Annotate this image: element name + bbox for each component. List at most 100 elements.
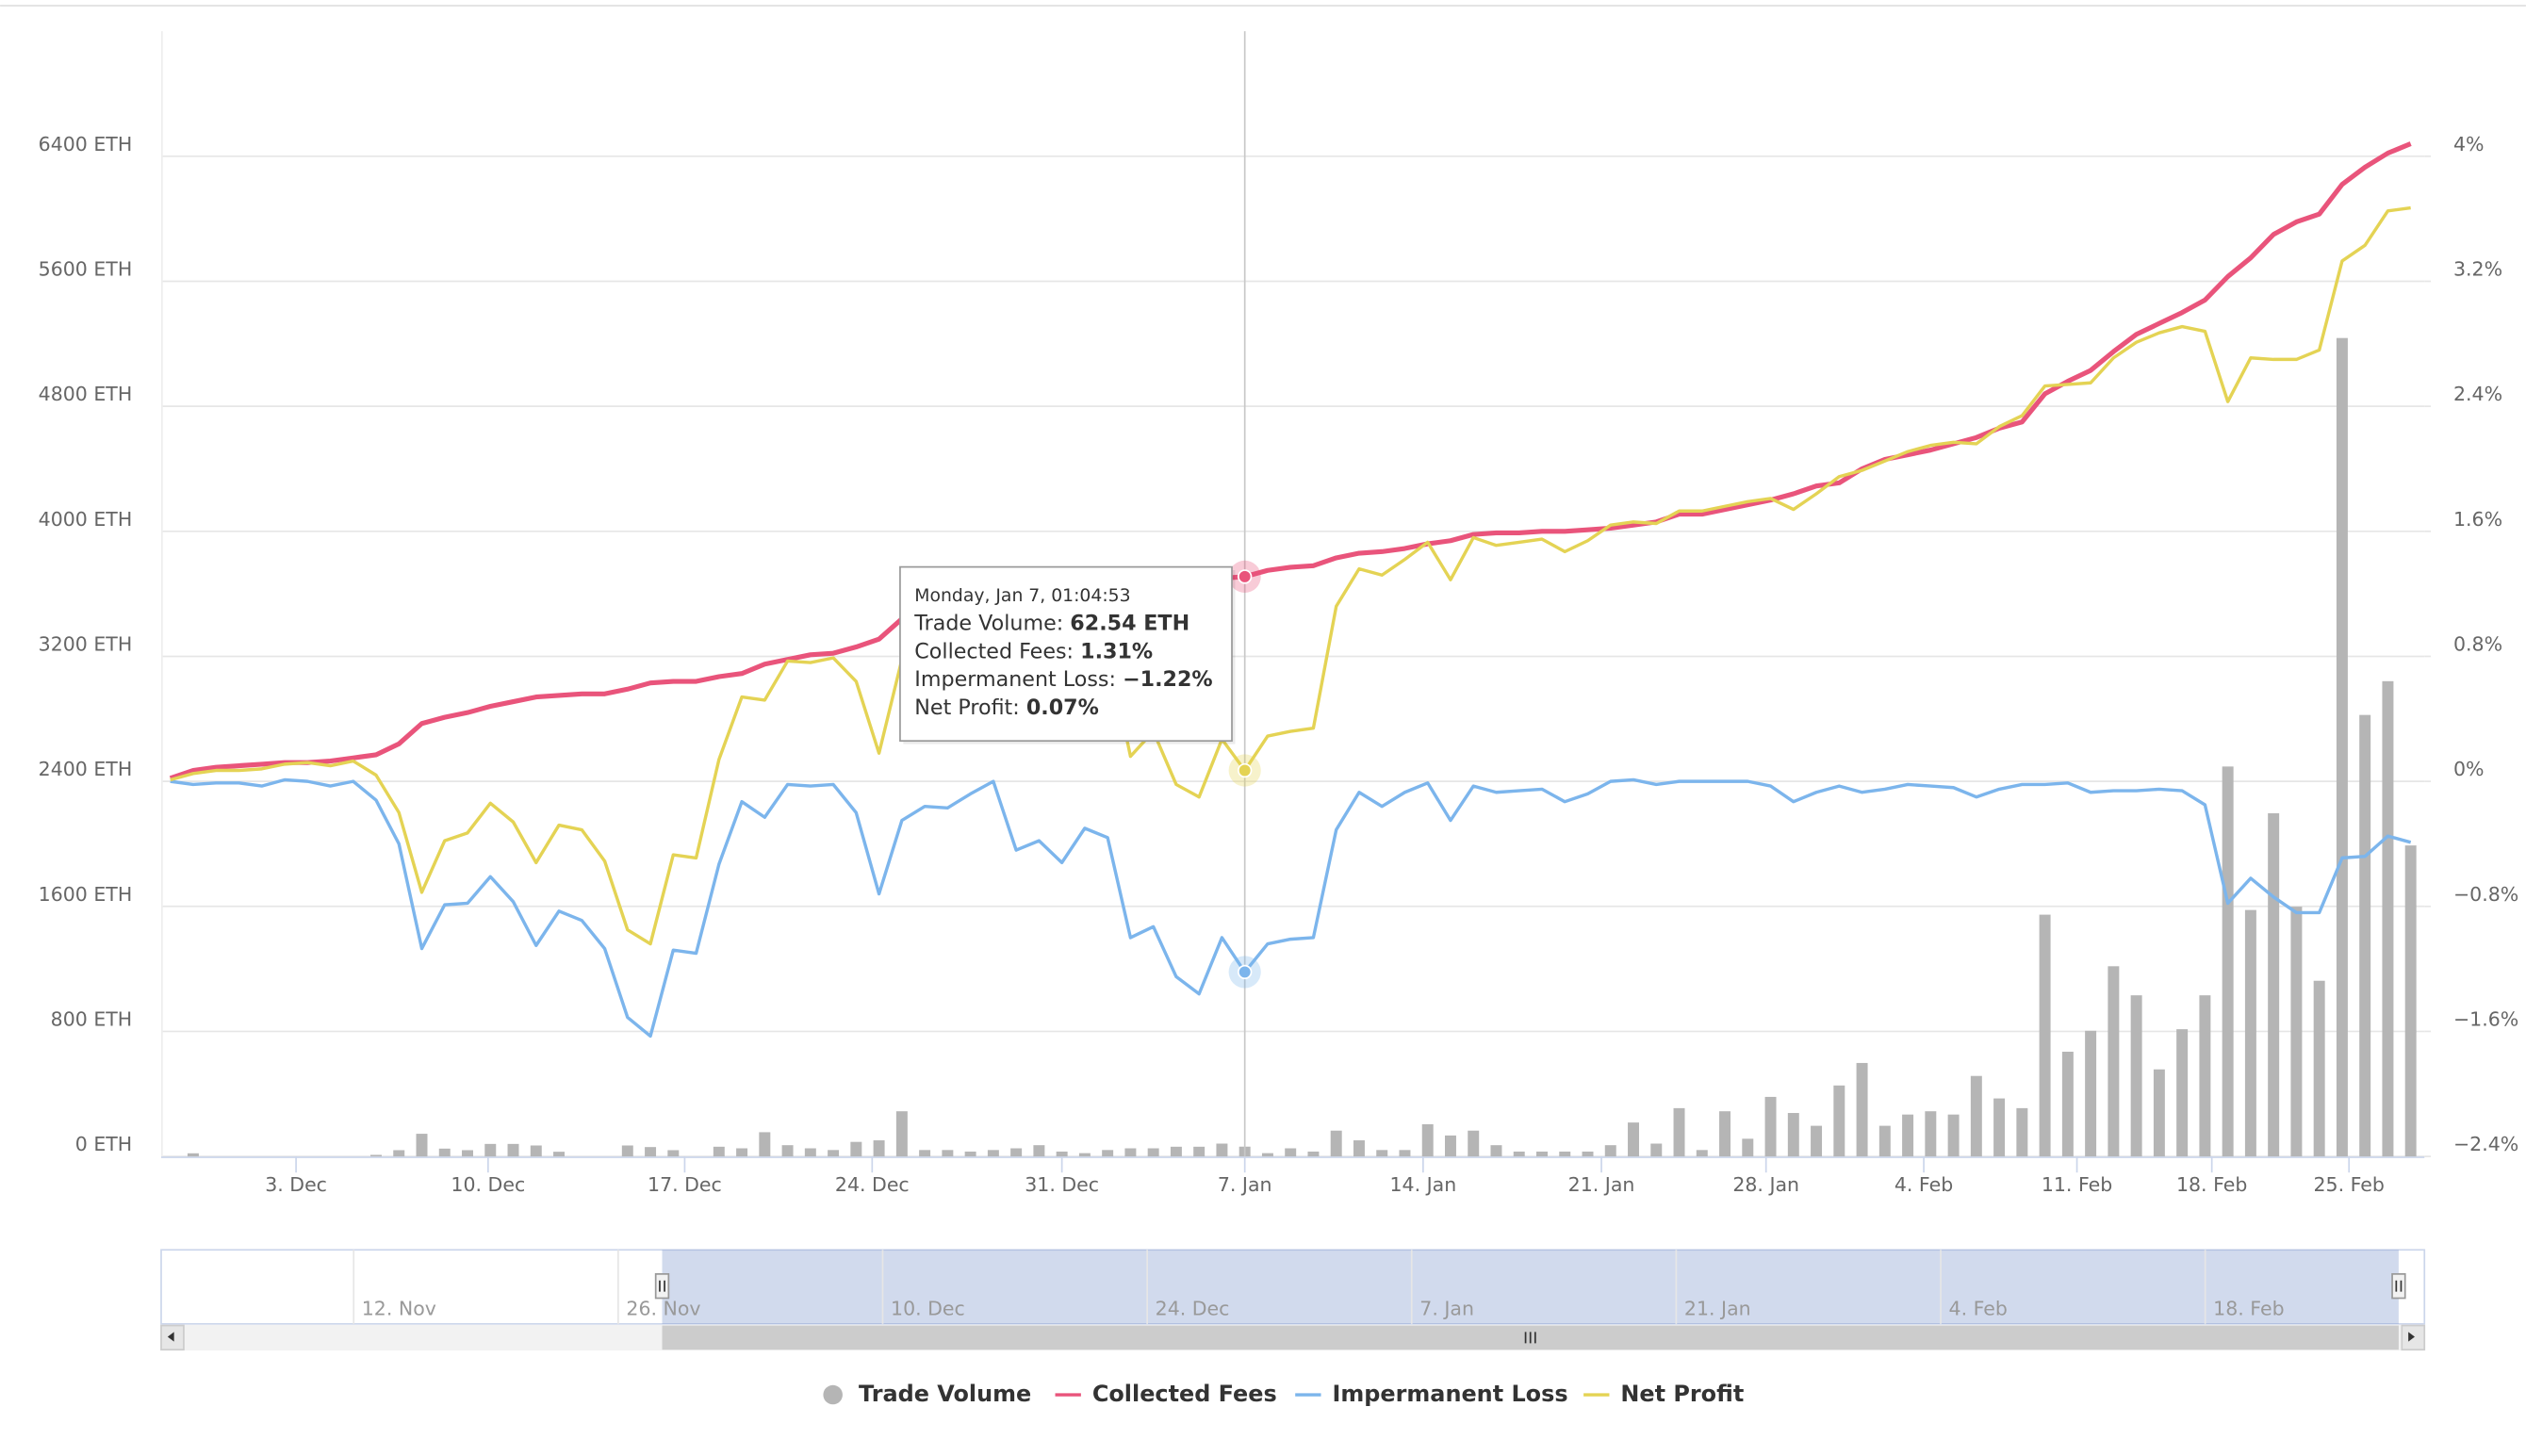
navigator-selection[interactable] — [662, 1250, 2399, 1324]
y-tick-label: 3200 ETH — [39, 633, 133, 656]
legend-item[interactable]: Impermanent Loss — [1295, 1381, 1568, 1407]
bar — [1102, 1150, 1114, 1157]
legend-item[interactable]: Trade Volume — [823, 1381, 1031, 1407]
tooltip-value: 62.54 ETH — [1070, 611, 1189, 635]
bar — [1604, 1145, 1616, 1157]
bar — [895, 1111, 908, 1157]
bar — [187, 1153, 199, 1157]
navigator-label: 4. Feb — [1949, 1297, 2008, 1319]
series-line — [170, 205, 2411, 946]
tooltip-value: 1.31% — [1080, 639, 1153, 663]
bar — [1833, 1085, 1845, 1157]
y2-tick-label: −2.4% — [2453, 1133, 2518, 1155]
bar — [621, 1145, 633, 1157]
x-tick-label: 4. Feb — [1894, 1173, 1953, 1196]
navigator-label: 24. Dec — [1156, 1297, 1230, 1319]
scrollbar-grip — [1524, 1332, 1536, 1344]
bar — [1193, 1146, 1206, 1157]
bar — [2404, 845, 2417, 1157]
bar — [1673, 1107, 1685, 1157]
bar — [2382, 680, 2394, 1157]
bar — [804, 1148, 816, 1157]
bar — [1970, 1075, 1982, 1157]
bar — [1216, 1143, 1228, 1157]
bar — [1628, 1122, 1639, 1157]
x-tick-label: 3. Dec — [265, 1173, 327, 1196]
bar — [759, 1132, 771, 1157]
bar — [1078, 1153, 1091, 1157]
bar — [1124, 1148, 1137, 1157]
bar — [484, 1143, 497, 1157]
tooltip-label: Collected Fees: — [914, 639, 1074, 663]
hover-marker — [1237, 569, 1253, 584]
y2-tick-label: 1.6% — [2453, 508, 2502, 531]
bar — [1811, 1125, 1823, 1157]
bar — [1444, 1135, 1456, 1157]
bar — [2085, 1030, 2097, 1157]
scrollbar-arrow — [2408, 1332, 2415, 1342]
legend-item[interactable]: Collected Fees — [1055, 1381, 1277, 1407]
tooltip-value: 0.07% — [1026, 695, 1099, 720]
series-line — [170, 777, 2412, 1039]
y-tick-label: 2400 ETH — [39, 758, 133, 780]
navigator-label: 18. Feb — [2213, 1297, 2284, 1319]
bar — [1650, 1143, 1663, 1157]
bar — [2039, 914, 2051, 1157]
y-tick-label: 6400 ETH — [39, 133, 133, 155]
bar — [553, 1152, 566, 1157]
navigator-handle[interactable] — [2391, 1273, 2406, 1300]
bar — [370, 1154, 382, 1157]
bar — [1925, 1111, 1937, 1157]
navigator-handle[interactable] — [654, 1273, 670, 1300]
bar — [416, 1134, 428, 1157]
bar — [1947, 1114, 1960, 1157]
bar — [1033, 1145, 1045, 1157]
navigator-label: 10. Dec — [891, 1297, 965, 1319]
bar — [393, 1150, 405, 1157]
bar — [1787, 1113, 1799, 1157]
bar — [2290, 907, 2303, 1157]
bar — [1010, 1148, 1023, 1157]
tooltip-row: Trade Volume: 62.54 ETH — [913, 611, 1189, 635]
navigator-label: 7. Jan — [1419, 1297, 1474, 1319]
bar — [2108, 966, 2120, 1157]
bar — [1902, 1114, 1914, 1157]
x-tick-label: 18. Feb — [2176, 1173, 2247, 1196]
y-tick-label: 4800 ETH — [39, 383, 133, 405]
bar — [2061, 1052, 2074, 1157]
bar — [1261, 1153, 1273, 1157]
y2-tick-label: −1.6% — [2453, 1007, 2518, 1030]
tooltip-label: Impermanent Loss: — [914, 667, 1116, 692]
series-line — [169, 141, 2412, 781]
bar — [1056, 1151, 1068, 1157]
y2-tick-label: 0.8% — [2453, 633, 2502, 656]
legend-item[interactable]: Net Profit — [1583, 1381, 1744, 1407]
bar — [828, 1150, 840, 1157]
x-tick-label: 14. Jan — [1390, 1173, 1457, 1196]
y2-tick-label: 3.2% — [2453, 258, 2502, 281]
bar — [2130, 995, 2142, 1157]
bar — [2176, 1029, 2189, 1157]
hover-marker — [1237, 762, 1253, 778]
bar — [507, 1143, 519, 1157]
bar — [1513, 1151, 1525, 1157]
y-tick-label: 5600 ETH — [39, 258, 133, 281]
y-tick-label: 0 ETH — [75, 1133, 132, 1155]
hover-marker — [1237, 964, 1253, 980]
bar — [530, 1145, 542, 1157]
x-tick-label: 7. Jan — [1218, 1173, 1272, 1196]
bar — [1147, 1148, 1159, 1157]
bar — [1353, 1140, 1365, 1157]
x-tick-label: 11. Feb — [2042, 1173, 2112, 1196]
tooltip-box — [899, 565, 1233, 743]
y-tick-label: 4000 ETH — [39, 508, 133, 531]
bar — [1399, 1150, 1411, 1157]
bar — [1330, 1130, 1342, 1157]
x-tick-label: 25. Feb — [2313, 1173, 2384, 1196]
legend-label: Collected Fees — [1092, 1381, 1277, 1407]
legend: Trade Volume Collected Fees Impermanent Lo… — [823, 1381, 1744, 1407]
bar — [667, 1150, 680, 1157]
x-tick-label: 24. Dec — [835, 1173, 910, 1196]
x-tick-label: 10. Dec — [451, 1173, 525, 1196]
